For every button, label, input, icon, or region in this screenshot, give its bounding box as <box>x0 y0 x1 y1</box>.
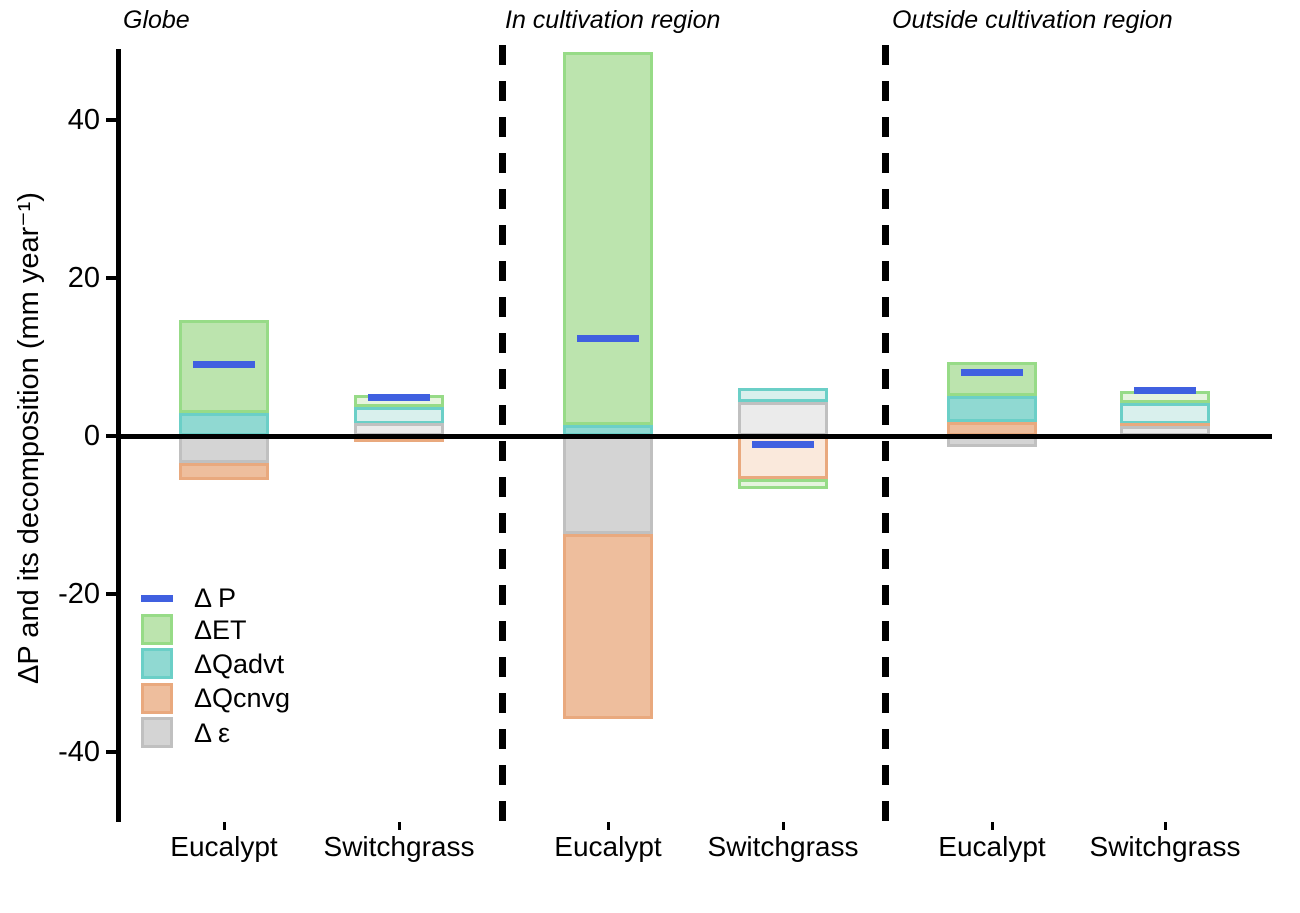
segment-et <box>947 362 1037 396</box>
legend-swatch-qadvt <box>141 648 173 679</box>
x-category-label: Switchgrass <box>1089 831 1241 862</box>
y-axis-tick <box>106 592 117 596</box>
legend-swatch-eps <box>141 717 173 748</box>
delta-p-line <box>752 441 814 448</box>
legend-label-et: ΔET <box>194 615 247 645</box>
legend-label-p: Δ P <box>194 583 237 613</box>
segment-et <box>563 52 653 425</box>
segment-et <box>738 479 828 489</box>
x-category-label: Eucalypt <box>170 831 278 862</box>
panel-title-in-cultivation: In cultivation region <box>505 6 721 34</box>
x-category-label: Switchgrass <box>323 831 475 862</box>
x-axis-tick <box>398 822 401 830</box>
x-axis-tick <box>607 822 610 830</box>
segment-qcnvg <box>179 463 269 480</box>
y-tick-label: -20 <box>58 578 100 610</box>
legend-swatch-qcnvg <box>141 683 173 714</box>
legend-label-qcnvg: ΔQcnvg <box>194 683 291 713</box>
zero-baseline <box>118 434 1272 439</box>
x-axis-tick <box>782 822 785 830</box>
y-tick-label: 20 <box>67 262 100 294</box>
segment-qadvt <box>354 407 444 424</box>
segment-eps <box>738 402 828 436</box>
x-category-label: Eucalypt <box>554 831 662 862</box>
x-axis-tick <box>991 822 994 830</box>
y-axis-tick <box>106 276 117 280</box>
legend-swatch-et <box>141 614 173 645</box>
segment-eps <box>179 436 269 463</box>
delta-p-line <box>961 369 1023 376</box>
y-tick-label: -40 <box>58 736 100 768</box>
legend-swatch-delta-p <box>141 595 173 602</box>
segment-qadvt <box>947 396 1037 422</box>
panel-title-outside-cultivation: Outside cultivation region <box>892 6 1173 34</box>
segment-qadvt <box>738 388 828 402</box>
x-axis-tick <box>223 822 226 830</box>
y-tick-label: 40 <box>67 104 100 136</box>
panel-title-globe: Globe <box>123 6 190 34</box>
y-axis-tick <box>106 434 117 438</box>
y-axis-tick <box>106 750 117 754</box>
x-category-label: Switchgrass <box>707 831 859 862</box>
segment-eps <box>563 436 653 534</box>
legend-label-eps: Δ ε <box>194 718 231 748</box>
delta-p-line <box>1134 387 1196 394</box>
segment-qadvt <box>179 413 269 436</box>
delta-p-line <box>577 335 639 342</box>
y-axis-tick <box>106 118 117 122</box>
delta-p-line <box>368 394 430 401</box>
x-axis-tick <box>1164 822 1167 830</box>
legend-label-qadvt: ΔQadvt <box>194 649 285 679</box>
y-tick-label: 0 <box>83 420 100 452</box>
x-category-label: Eucalypt <box>938 831 1046 862</box>
delta-p-line <box>193 361 255 368</box>
segment-qcnvg <box>563 534 653 719</box>
segment-qadvt <box>1120 403 1210 424</box>
